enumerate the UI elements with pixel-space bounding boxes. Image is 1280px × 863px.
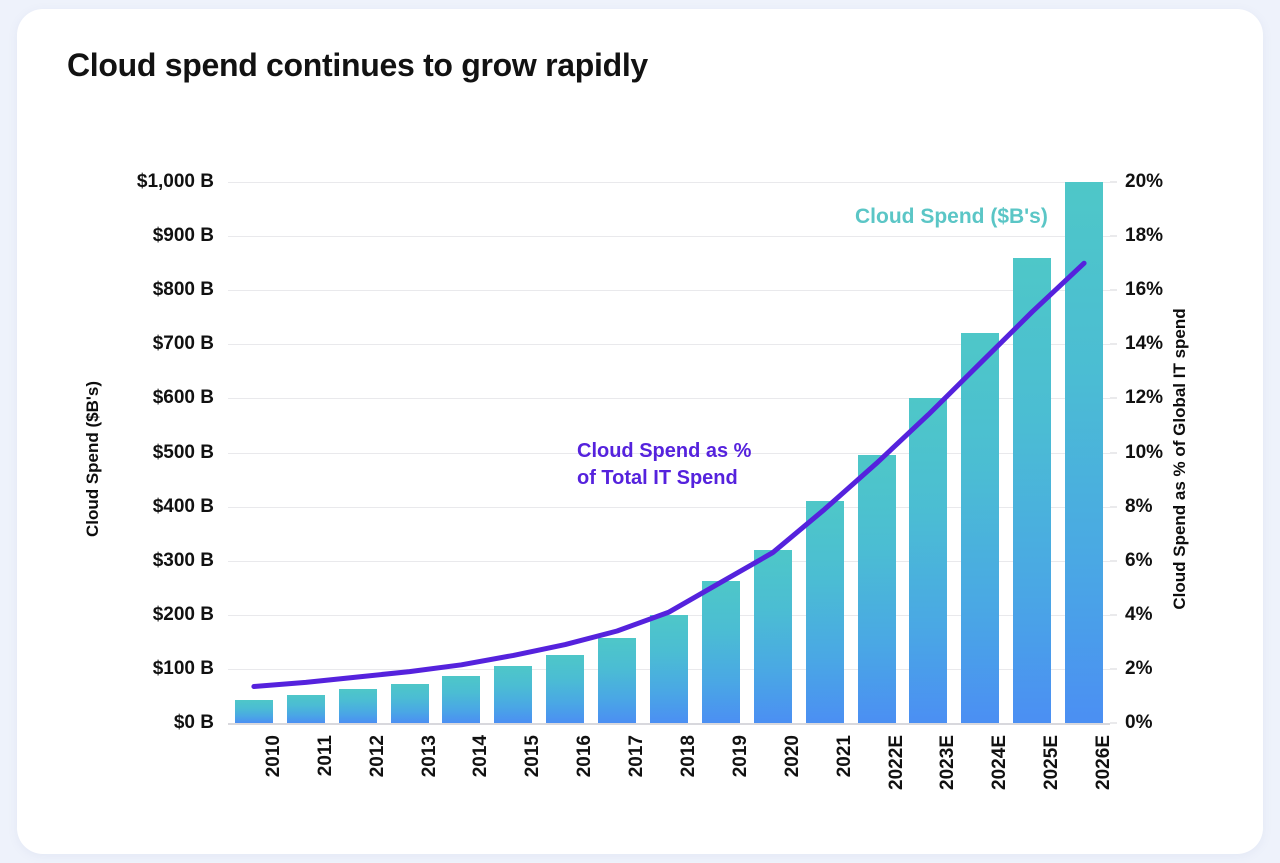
- right-axis-tick-mark: [1110, 181, 1117, 183]
- x-axis-tick-label: 2019: [729, 735, 751, 778]
- x-axis-tick-label: 2011: [314, 735, 336, 777]
- line-series-label: Cloud Spend as % of Total IT Spend: [577, 438, 751, 492]
- bar: [701, 581, 740, 723]
- right-axis-tick-label: 16%: [1125, 279, 1164, 301]
- left-axis-tick-label: $300 B: [152, 549, 214, 571]
- x-axis-tick-label: 2024E: [989, 735, 1011, 790]
- bar: [286, 694, 325, 723]
- right-axis-title: Cloud Spend as % of Global IT spend: [1170, 308, 1189, 610]
- right-axis-tick-mark: [1110, 235, 1117, 237]
- bar: [961, 333, 1000, 723]
- bar: [546, 654, 585, 723]
- right-axis-tick-mark: [1110, 560, 1117, 562]
- bar: [338, 689, 377, 723]
- line-series-label-line1: Cloud Spend as %: [577, 440, 752, 462]
- right-axis-tick-label: 10%: [1125, 441, 1164, 463]
- right-axis-tick-label: 12%: [1125, 387, 1164, 409]
- bar: [390, 684, 429, 723]
- left-axis-tick-label: $100 B: [152, 657, 214, 679]
- bar-series-label: Cloud Spend ($B's): [855, 205, 1048, 228]
- bar: [909, 398, 948, 723]
- left-axis-tick-label: $500 B: [152, 441, 214, 463]
- x-axis-tick-label: 2025E: [1041, 735, 1063, 790]
- left-axis-tick-label: $1,000 B: [136, 171, 214, 192]
- x-axis-tick-label: 2014: [470, 735, 492, 778]
- right-axis-tick-label: 8%: [1125, 495, 1153, 517]
- bar: [805, 501, 844, 723]
- right-axis-tick-mark: [1110, 614, 1117, 616]
- right-axis-tick-mark: [1110, 452, 1117, 453]
- left-axis-tick-label: $600 B: [152, 387, 214, 409]
- x-axis-tick-label: 2018: [678, 735, 699, 778]
- bar: [494, 666, 533, 723]
- gridline: [228, 290, 1110, 292]
- chart-card: Cloud spend continues to grow rapidly Cl…: [17, 9, 1263, 854]
- right-axis-tick-mark: [1110, 289, 1117, 291]
- x-axis-tick-label: 2023E: [937, 735, 959, 790]
- line-series-label-line2: of Total IT Spend: [577, 467, 738, 490]
- left-axis-tick-label: $800 B: [152, 279, 214, 301]
- left-axis-tick-label: $0 B: [173, 712, 214, 733]
- right-axis-tick-mark: [1110, 397, 1117, 399]
- right-axis-tick-mark: [1110, 343, 1117, 345]
- right-axis-tick-mark: [1110, 722, 1117, 724]
- bar: [857, 455, 896, 723]
- left-axis-tick-label: $700 B: [152, 333, 214, 355]
- right-axis-tick-label: 18%: [1125, 225, 1164, 247]
- bar: [753, 549, 792, 723]
- x-axis-tick-label: 2013: [418, 735, 440, 778]
- right-axis-tick-label: 14%: [1125, 333, 1164, 355]
- x-axis-tick-label: 2021: [833, 735, 855, 778]
- x-axis-tick-label: 2026E: [1093, 735, 1115, 790]
- left-axis-tick-label: $900 B: [152, 225, 214, 247]
- left-axis-tick-label: $400 B: [152, 495, 214, 517]
- x-axis-tick-label: 2020: [781, 735, 803, 778]
- page-title: Cloud spend continues to grow rapidly: [67, 47, 648, 83]
- bar: [1013, 257, 1052, 723]
- x-axis-tick-label: 2016: [574, 735, 596, 778]
- bar: [650, 614, 688, 723]
- gridline: [228, 236, 1110, 238]
- right-axis-tick-label: 2%: [1125, 657, 1153, 679]
- gridline: [228, 182, 1110, 183]
- chart-canvas: Cloud Spend ($B's) Cloud Spend as % of G…: [17, 9, 1263, 854]
- right-axis-tick-label: 0%: [1125, 712, 1153, 733]
- right-axis-tick-mark: [1110, 506, 1117, 508]
- right-axis-tick-label: 4%: [1125, 603, 1153, 625]
- bar: [442, 676, 481, 723]
- right-axis-tick-mark: [1110, 668, 1117, 670]
- x-axis-tick-label: 2015: [522, 735, 544, 778]
- axis-baseline: [228, 723, 1110, 725]
- right-axis-tick-label: 6%: [1125, 549, 1153, 571]
- right-axis-tick-label: 20%: [1125, 171, 1164, 192]
- x-axis-tick-label: 2017: [626, 735, 648, 778]
- x-axis-tick-label: 2022E: [885, 735, 907, 790]
- x-axis-tick-label: 2012: [366, 735, 388, 778]
- left-axis-tick-label: $200 B: [152, 603, 214, 625]
- x-axis-tick-label: 2010: [262, 735, 284, 778]
- bar: [598, 637, 637, 723]
- bar: [1065, 182, 1104, 723]
- left-axis-title: Cloud Spend ($B's): [83, 380, 102, 538]
- bar: [234, 700, 273, 723]
